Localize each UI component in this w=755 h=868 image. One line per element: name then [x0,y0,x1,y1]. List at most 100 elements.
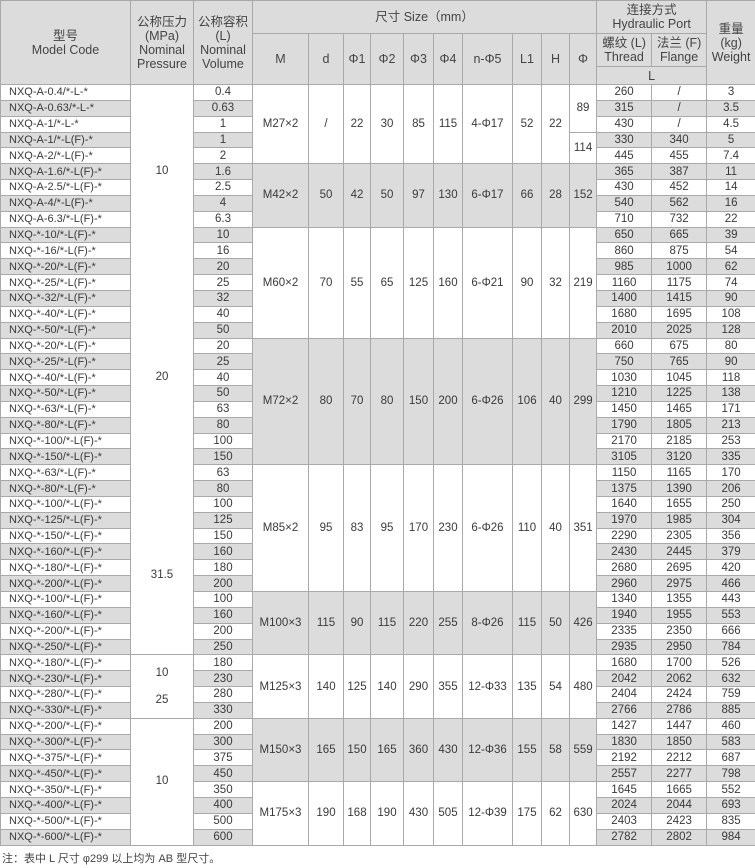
size-n-phi5: 8-Φ26 [462,590,513,656]
thread-length: 2403 [596,812,653,830]
pressure-value: 10 [155,666,169,679]
thread-length: 315 [596,99,653,117]
flange-length: / [651,84,708,101]
size-h: 40 [541,337,570,466]
size-phi: 219 [568,226,598,339]
thread-length: 2024 [596,796,653,814]
volume-cn: 公称容积 [197,14,248,29]
size-l1: 106 [512,337,542,466]
header-phi2: Φ2 [370,33,404,85]
size-phi1: 42 [343,163,371,228]
table-row: NXQ-A-1/*-L-* 1 430/4.5 [0,115,755,133]
thread-length: 710 [596,210,653,228]
model-code: NXQ-*-63/*-L(F)-* [0,464,131,482]
flange-length: 1985 [651,511,708,529]
size-m: M150×3 [252,717,309,783]
weight: 379 [706,543,755,561]
table-row: NXQ-*-330/*-L(F)-* 330 2766 2786 885 [0,701,755,719]
nominal-volume: 330 [193,701,253,719]
nominal-volume: 25 [193,274,253,291]
size-h: 28 [541,163,570,228]
nominal-volume: 6.3 [193,210,253,228]
model-code: NXQ-*-160/*-L(F)-* [0,606,131,624]
thread-length: 1640 [596,495,653,513]
table-row: NXQ-*-80/*-L(F)-* 80 1375 1390 206 [0,480,755,497]
weight: 80 [706,337,755,355]
thread-length: 2404 [596,686,653,703]
size-phi4: 255 [433,590,463,656]
table-row: NXQ-*-450/*-L(F)-* 450 2557 2277 798 [0,765,755,783]
weight: 213 [706,416,755,434]
pressure-value: 20 [155,371,169,384]
size-phi3: 85 [403,83,434,165]
weight: 356 [706,527,755,545]
model-code: NXQ-A-4/*-L(F)-* [0,194,131,212]
header-model: 型号 Model Code [0,0,131,85]
flange-length: / [651,99,708,117]
size-h: 32 [541,226,570,339]
size-phi3: 360 [403,717,434,783]
header-h: H [541,33,570,85]
weight: 11 [706,163,755,181]
weight: 7.4 [706,147,755,165]
thread-length: 445 [596,147,653,165]
thread-length: 2960 [596,575,653,592]
weight: 798 [706,765,755,783]
model-code: NXQ-*-16/*-L(F)-* [0,242,131,260]
weight: 62 [706,258,755,276]
size-m: M42×2 [252,163,309,228]
size-phi3: 430 [403,781,434,846]
size-l1: 90 [512,226,542,339]
model-code: NXQ-A-1/*-L(F)-* [0,131,131,149]
model-code: NXQ-*-375/*-L(F)-* [0,749,131,767]
model-code: NXQ-*-80/*-L(F)-* [0,416,131,434]
model-code: NXQ-*-330/*-L(F)-* [0,701,131,719]
weight: 552 [706,781,755,798]
flange-length: 1465 [651,400,708,418]
weight: 118 [706,369,755,387]
model-code: NXQ-*-200/*-L(F)-* [0,622,131,640]
size-phi3: 150 [403,337,434,466]
table-row: NXQ-A-0.4/*-L-* 10 0.4 M27×2/22 30 85 115 4-Φ17… [0,83,755,259]
size-phi4: 115 [433,83,463,165]
size-phi3: 97 [403,163,434,228]
header-phi: Φ [568,33,598,85]
nominal-volume: 2 [193,147,253,165]
flange-length: 1045 [651,369,708,387]
flange-length: 455 [651,147,708,165]
table-row: NXQ-*-20/*-L(F)-* 20 M72×2 80 70 80 150 200 6-Φ2… [0,337,755,466]
weight: 420 [706,559,755,577]
thread-length: 1340 [596,591,653,608]
flange-en: Flange [659,50,699,64]
nominal-volume: 230 [193,670,253,688]
model-code: NXQ-*-150/*-L(F)-* [0,527,131,545]
flange-length: 2423 [651,812,708,830]
nominal-pressure: 10 25 [130,654,194,719]
nominal-volume: 50 [193,385,253,402]
weight: 335 [706,448,755,466]
size-phi: 89 [568,84,598,133]
size-phi: 426 [568,590,598,656]
size-phi3: 220 [403,590,434,656]
size-phi: 630 [568,781,598,846]
header-phi1: Φ1 [343,33,371,85]
flange-length: 2424 [651,686,708,703]
flange-length: 2445 [651,543,708,561]
thread-length: 1160 [596,274,653,291]
flange-length: 665 [651,226,708,244]
nominal-volume: 100 [193,591,253,608]
weight: 526 [706,654,755,672]
size-phi4: 230 [433,464,463,592]
flange-length: 765 [651,353,708,371]
table-row: NXQ-*-125/*-L(F)-* 125 1970 1985 304 [0,511,755,529]
size-m: M100×3 [252,590,309,656]
nominal-volume: 25 [193,353,253,371]
thread-length: 430 [596,179,653,196]
thread-length: 2192 [596,749,653,767]
weight: 39 [706,226,755,244]
thread-length: 3105 [596,448,653,466]
thread-length: 2042 [596,670,653,688]
size-m: M27×2 [252,83,309,165]
weight: 687 [706,749,755,767]
table-row: NXQ-*-100/*-L(F)-* 100 M100×3 115 90 115 220 25… [0,590,755,656]
